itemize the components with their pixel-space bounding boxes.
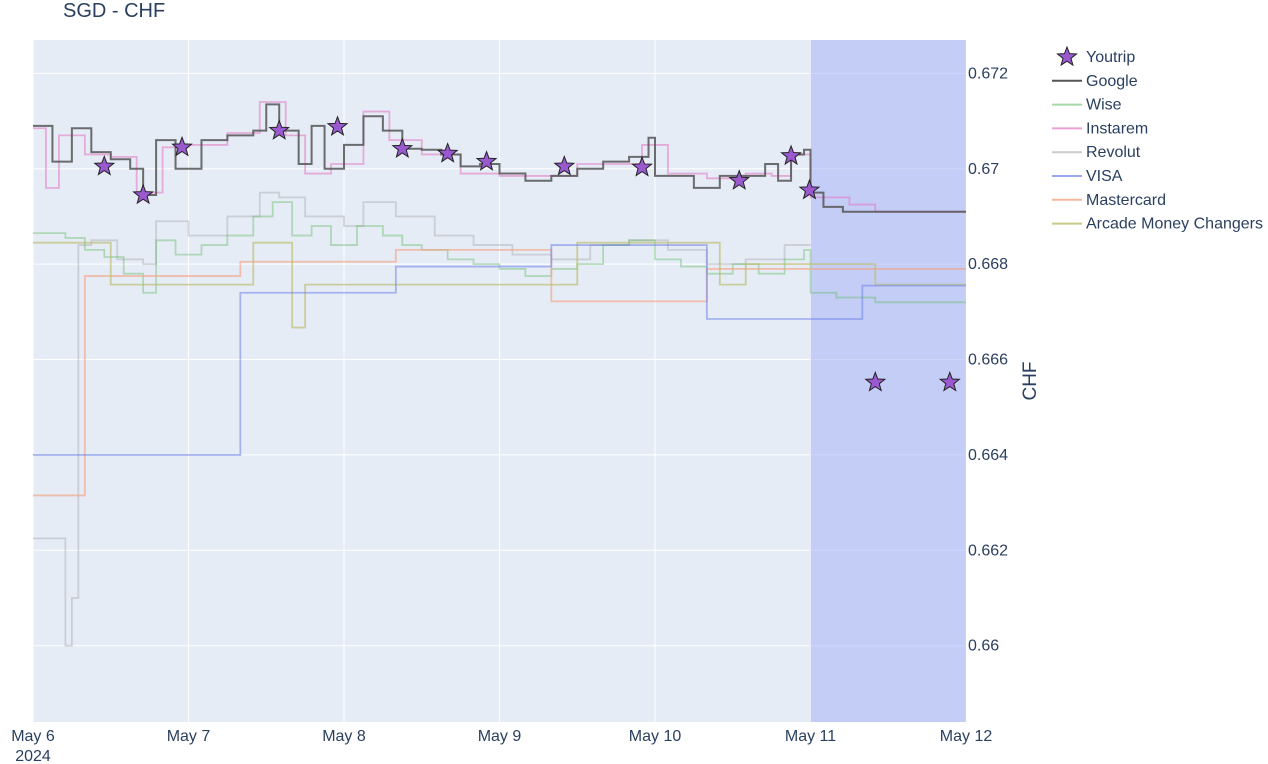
y-tick-label: 0.666 bbox=[968, 352, 1008, 369]
legend-label: VISA bbox=[1086, 168, 1123, 185]
legend-label: Mastercard bbox=[1086, 192, 1166, 209]
series-line-google bbox=[33, 103, 966, 213]
data-point-star bbox=[268, 119, 291, 140]
data-point-star bbox=[132, 183, 155, 205]
legend-label: Arcade Money Changers bbox=[1086, 216, 1263, 233]
legend-item-mastercard: Mastercard bbox=[1052, 192, 1166, 209]
data-point-star bbox=[728, 169, 751, 190]
data-point-star bbox=[798, 178, 821, 200]
shaded-region bbox=[810, 40, 966, 722]
data-point-star bbox=[93, 154, 116, 176]
data-point-star bbox=[436, 142, 459, 163]
legend-label: Youtrip bbox=[1086, 49, 1135, 66]
legend-label: Wise bbox=[1086, 97, 1122, 114]
data-point-star bbox=[864, 371, 887, 392]
y-tick-label: 0.668 bbox=[968, 256, 1008, 273]
legend-label: Revolut bbox=[1086, 144, 1141, 161]
y-tick-label: 0.664 bbox=[968, 447, 1008, 464]
legend-item-instarem: Instarem bbox=[1052, 120, 1148, 137]
legend-star-symbol bbox=[1056, 45, 1078, 67]
data-point-star bbox=[326, 115, 349, 137]
series-line-visa bbox=[33, 244, 966, 456]
legend-item-youtrip: Youtrip bbox=[1056, 45, 1135, 67]
legend-label: Google bbox=[1086, 73, 1138, 90]
x-tick-label: May 10 bbox=[629, 728, 682, 745]
x-tick-sublabel: 2024 bbox=[15, 748, 51, 764]
data-point-star bbox=[553, 154, 576, 176]
data-point-star bbox=[780, 144, 802, 166]
series-line-instarem bbox=[33, 101, 966, 213]
x-tick-label: May 12 bbox=[940, 728, 993, 745]
data-point-star bbox=[631, 155, 653, 177]
data-point-star bbox=[171, 135, 193, 157]
series-line-arcade-money-changers bbox=[33, 241, 966, 329]
series-markers-youtrip bbox=[93, 115, 961, 392]
x-tick-label: May 6 bbox=[11, 728, 55, 745]
legend-item-wise: Wise bbox=[1052, 97, 1122, 114]
data-point-star bbox=[391, 137, 414, 158]
x-tick-label: May 11 bbox=[785, 728, 836, 745]
chart-title: SGD - CHF bbox=[63, 0, 166, 22]
legend: Youtrip Google Wise Instarem Revolut VISA Mast… bbox=[1052, 45, 1263, 233]
y-axis-title: CHF bbox=[1020, 361, 1041, 400]
x-tick-label: May 9 bbox=[478, 728, 522, 745]
data-point-star bbox=[475, 150, 498, 171]
data-point-star bbox=[938, 371, 961, 392]
legend-item-arcade-money-changers: Arcade Money Changers bbox=[1052, 216, 1263, 233]
legend-label: Instarem bbox=[1086, 120, 1148, 137]
y-tick-label: 0.672 bbox=[968, 65, 1008, 82]
legend-item-google: Google bbox=[1052, 73, 1138, 90]
y-tick-label: 0.67 bbox=[968, 161, 999, 178]
x-tick-label: May 7 bbox=[167, 728, 211, 745]
legend-item-visa: VISA bbox=[1052, 168, 1123, 185]
y-tick-label: 0.662 bbox=[968, 542, 1008, 559]
x-tick-label: May 8 bbox=[322, 728, 366, 745]
y-tick-label: 0.66 bbox=[968, 638, 999, 655]
legend-item-revolut: Revolut bbox=[1052, 144, 1141, 161]
